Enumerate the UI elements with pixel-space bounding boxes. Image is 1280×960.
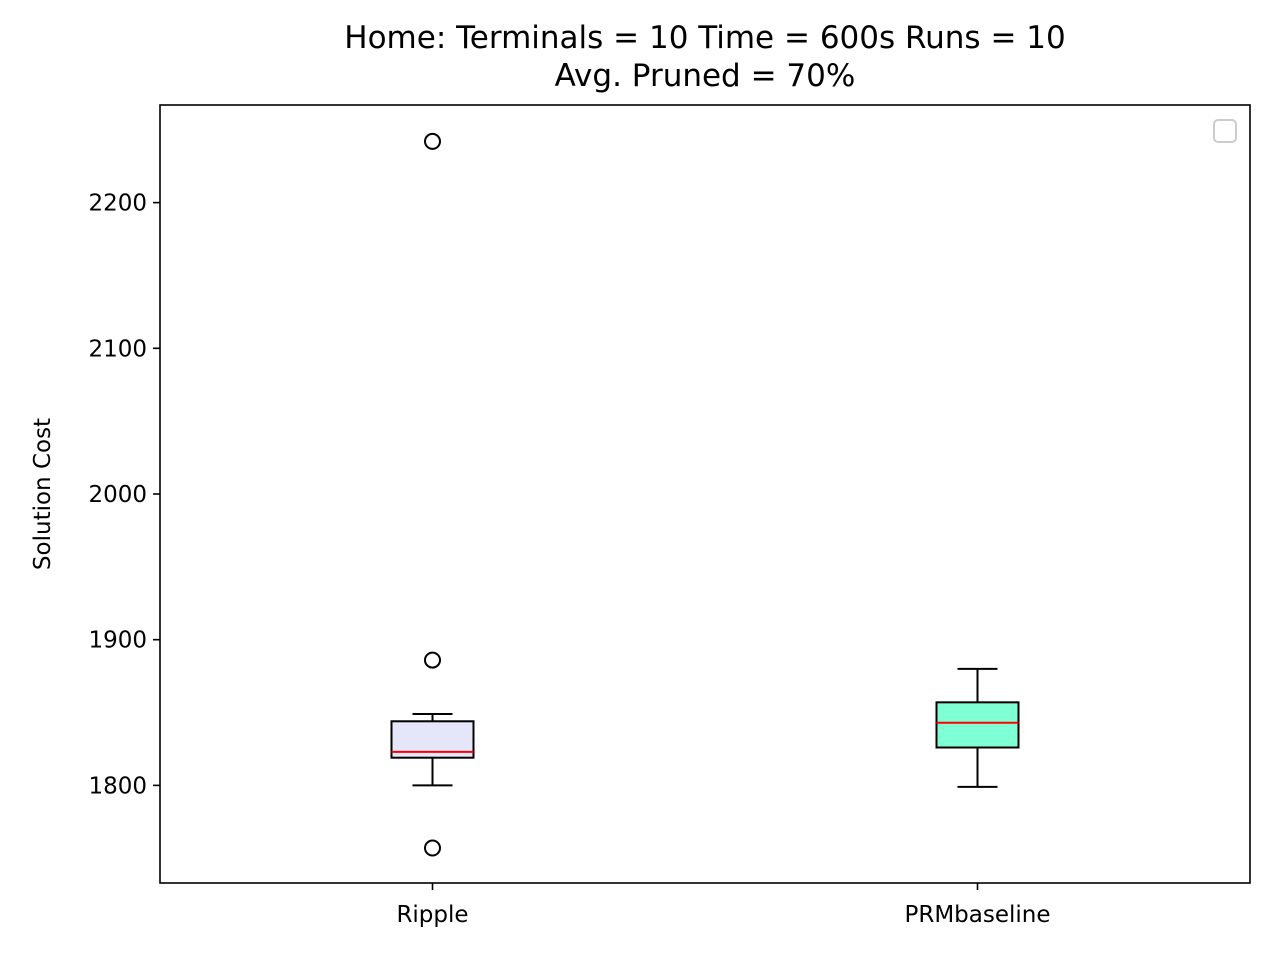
- plot-area-frame: [159, 104, 1251, 884]
- chart-subtitle: Avg. Pruned = 70%: [554, 58, 856, 94]
- x-tick-label: Ripple: [396, 902, 468, 928]
- legend-box: [1213, 119, 1237, 143]
- y-axis-label: Solution Cost: [30, 418, 56, 570]
- y-tick-label: 2100: [88, 336, 147, 362]
- plot-layer: [390, 132, 1020, 857]
- y-tick-label: 1800: [88, 773, 147, 799]
- iqr-box: [935, 701, 1020, 749]
- y-tick-label: 1900: [88, 628, 147, 654]
- chart-title: Home: Terminals = 10 Time = 600s Runs = …: [344, 20, 1066, 56]
- x-tick-label: PRMbaseline: [904, 902, 1050, 928]
- outlier-point: [424, 651, 441, 669]
- axes-layer: Ripple PRMbaseline 1800 1900 2000 2100 2200: [88, 191, 1050, 928]
- y-tick-label: 2200: [88, 191, 147, 217]
- outlier-point: [424, 839, 441, 857]
- box-group-ripple: [390, 132, 475, 857]
- box-group-prmbaseline: [935, 667, 1020, 788]
- outlier-point: [424, 132, 441, 150]
- y-tick-label: 2000: [88, 482, 147, 508]
